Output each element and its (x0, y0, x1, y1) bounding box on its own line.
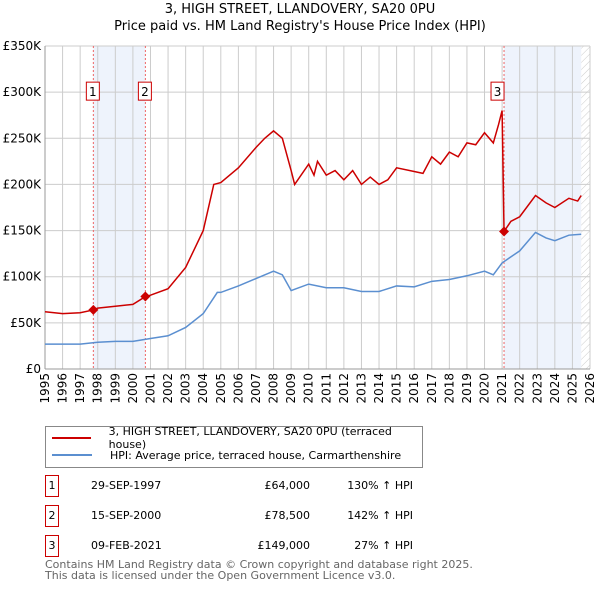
x-tick-label: 2000 (126, 373, 140, 404)
sale-number: 1 (45, 475, 59, 497)
x-tick-label: 2019 (460, 373, 474, 404)
legend-label: 3, HIGH STREET, LLANDOVERY, SA20 0PU (te… (108, 425, 392, 451)
x-tick-label: 2012 (337, 373, 351, 404)
x-tick-label: 2026 (583, 373, 597, 404)
x-tick-label: 2007 (249, 373, 263, 404)
sale-label-box (137, 81, 152, 101)
x-tick-label: 2001 (143, 373, 157, 404)
plot-area: 1995 1996 1997 1998 1999 2000 2001 2002 2003 2004… (3, 39, 597, 404)
x-tick-label: 2024 (548, 373, 562, 404)
sale-hpi: 130% ↑ HPI (347, 479, 413, 492)
sale-point (88, 304, 99, 315)
sale-hpi: 27% ↑ HPI (354, 539, 413, 552)
sale-row: 2 15-SEP-2000 £78,500 142% ↑ HPI (45, 505, 445, 527)
x-tick-label: 2014 (372, 373, 386, 404)
y-tick-label: £200K (3, 177, 43, 191)
x-tick-label: 2011 (319, 373, 333, 404)
forecast-hatch (581, 46, 590, 369)
sale-date: 29-SEP-1997 (91, 479, 162, 492)
x-tick-label: 2009 (284, 373, 298, 404)
x-tick-label: 2023 (530, 373, 544, 404)
y-tick-label: £300K (3, 85, 43, 99)
sale-point (140, 291, 151, 302)
x-tick-label: 2010 (302, 373, 316, 404)
footer: Contains HM Land Registry data © Crown c… (45, 559, 473, 581)
chart-subtitle: Price paid vs. HM Land Registry's House … (114, 19, 486, 34)
price-line (44, 110, 582, 315)
sale-row: 1 29-SEP-1997 £64,000 130% ↑ HPI (45, 475, 445, 497)
x-tick-label: 2017 (425, 373, 439, 404)
sale-number: 2 (45, 505, 59, 527)
x-tick-label: 2013 (354, 373, 368, 404)
sale-number: 3 (45, 535, 59, 557)
hpi-line (45, 231, 582, 345)
shaded-period (504, 46, 582, 369)
x-tick-label: 2018 (442, 373, 456, 404)
sale-label: 3 (494, 85, 502, 99)
x-tick-label: 2016 (407, 373, 421, 404)
x-tick-label: 2006 (231, 373, 245, 404)
x-tick-label: 2003 (179, 373, 193, 404)
x-tick-label: 2004 (196, 373, 210, 404)
sale-hpi: 142% ↑ HPI (347, 509, 413, 522)
sale-point (499, 226, 510, 237)
legend-item-property: 3, HIGH STREET, LLANDOVERY, SA20 0PU (te… (52, 425, 422, 451)
chart-title: 3, HIGH STREET, LLANDOVERY, SA20 0PU (164, 2, 436, 17)
legend-swatch (52, 437, 91, 439)
sale-label: 1 (89, 85, 97, 99)
legend: 3, HIGH STREET, LLANDOVERY, SA20 0PU (te… (45, 425, 423, 468)
sale-label-box (490, 81, 505, 101)
y-tick-label: £0 (26, 362, 41, 376)
sale-price: £64,000 (264, 479, 311, 492)
sale-label-box (85, 81, 100, 101)
sale-date: 09-FEB-2021 (91, 539, 162, 552)
x-tick-label: 1995 (38, 373, 52, 404)
legend-swatch (52, 454, 92, 456)
y-tick-label: £100K (3, 270, 43, 284)
x-tick-label: 2002 (161, 373, 175, 404)
x-tick-label: 2025 (565, 373, 579, 404)
sale-price: £78,500 (264, 509, 311, 522)
x-tick-label: 1999 (108, 373, 122, 404)
legend-item-hpi: HPI: Average price, terraced house, Carm… (52, 447, 401, 463)
legend-label: HPI: Average price, terraced house, Carm… (110, 448, 402, 462)
x-tick-label: 2008 (267, 373, 281, 404)
footer-line: Contains HM Land Registry data © Crown c… (45, 558, 473, 571)
y-tick-label: £50K (10, 316, 42, 330)
y-tick-label: £350K (3, 39, 43, 53)
sale-price: £149,000 (257, 539, 311, 552)
shaded-period (93, 46, 146, 369)
x-tick-label: 2020 (478, 373, 492, 404)
x-tick-label: 2021 (495, 373, 509, 404)
x-tick-label: 2005 (214, 373, 228, 404)
y-tick-label: £250K (3, 131, 43, 145)
x-tick-label: 1997 (73, 373, 87, 404)
sale-row: 3 09-FEB-2021 £149,000 27% ↑ HPI (45, 535, 445, 557)
x-tick-label: 2015 (390, 373, 404, 404)
x-tick-label: 2022 (513, 373, 527, 404)
sale-label: 2 (141, 85, 149, 99)
footer-line: This data is licensed under the Open Gov… (45, 569, 396, 582)
sale-date: 15-SEP-2000 (91, 509, 162, 522)
y-tick-label: £150K (3, 224, 43, 238)
x-tick-label: 1996 (56, 373, 70, 404)
x-tick-label: 1998 (91, 373, 105, 404)
